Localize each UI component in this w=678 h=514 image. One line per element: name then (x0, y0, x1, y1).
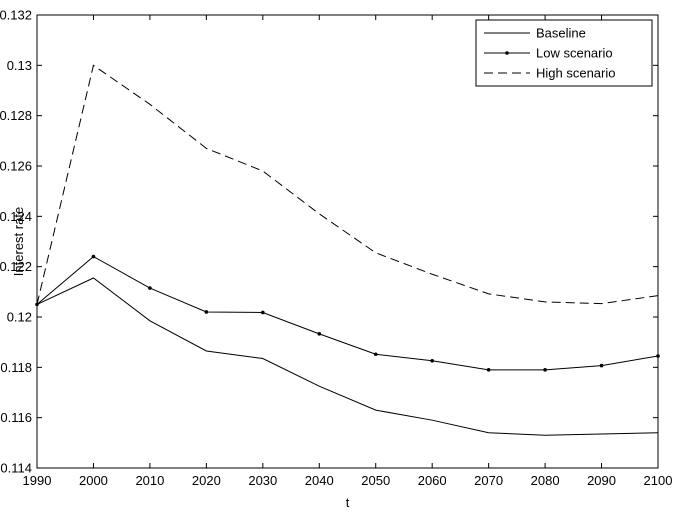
series-line-2 (36, 64, 659, 305)
y-tick-label: 0.128 (0, 108, 32, 123)
y-tick-label: 0.118 (0, 360, 32, 375)
y-tick-label: 0.122 (0, 259, 32, 274)
x-tick-label: 2020 (192, 473, 221, 488)
y-axis: 0.114 0.116 0.118 0.12 0.122 0.124 0.126 0.128 0… (0, 8, 658, 476)
y-tick-label: 0.12 (7, 310, 32, 325)
y-axis-label: Interest rate (11, 207, 26, 276)
series-point (373, 352, 378, 357)
y-tick-label: 0.13 (7, 58, 32, 73)
y-tick-label: 0.124 (0, 209, 32, 224)
x-tick-label: 2040 (305, 473, 334, 488)
plot-area (36, 14, 659, 469)
x-tick-label: 2000 (79, 473, 108, 488)
series-point (656, 354, 660, 358)
x-tick-label: 2080 (531, 473, 560, 488)
x-tick-label: 2030 (248, 473, 277, 488)
plot-frame (36, 14, 659, 469)
series-line-0 (36, 277, 659, 436)
series-layer (35, 64, 660, 436)
y-tick-label: 0.126 (0, 159, 32, 174)
series-line-1 (36, 255, 659, 371)
x-tick-label: 2060 (418, 473, 447, 488)
legend: Baseline Low scenario High scenario (475, 19, 653, 87)
series-point (486, 368, 491, 372)
x-tick-label: 2050 (361, 473, 390, 488)
legend-label: Low scenario (536, 46, 613, 61)
series-point (148, 286, 152, 290)
series-point (91, 254, 96, 259)
series-point (204, 310, 209, 314)
legend-label: High scenario (536, 66, 616, 81)
legend-marker (505, 51, 509, 55)
legend-label: Baseline (536, 26, 586, 41)
y-tick-label: 0.132 (0, 8, 32, 23)
x-axis-label: t (346, 495, 350, 510)
x-tick-label: 2100 (644, 473, 673, 488)
x-tick-label: 2010 (135, 473, 164, 488)
series-point (599, 363, 604, 368)
y-tick-label: 0.116 (0, 410, 32, 425)
y-tick-label: 0.114 (0, 461, 32, 476)
series-point (261, 310, 265, 315)
series-point (317, 332, 322, 336)
series-point (430, 358, 434, 363)
x-tick-label: 1990 (23, 473, 52, 488)
x-tick-label: 2090 (587, 473, 616, 488)
x-tick-label: 2070 (474, 473, 503, 488)
series-point (543, 368, 547, 372)
x-axis: 1990 2000 2010 2020 2030 2040 2050 2060 2070 2080… (23, 15, 673, 488)
